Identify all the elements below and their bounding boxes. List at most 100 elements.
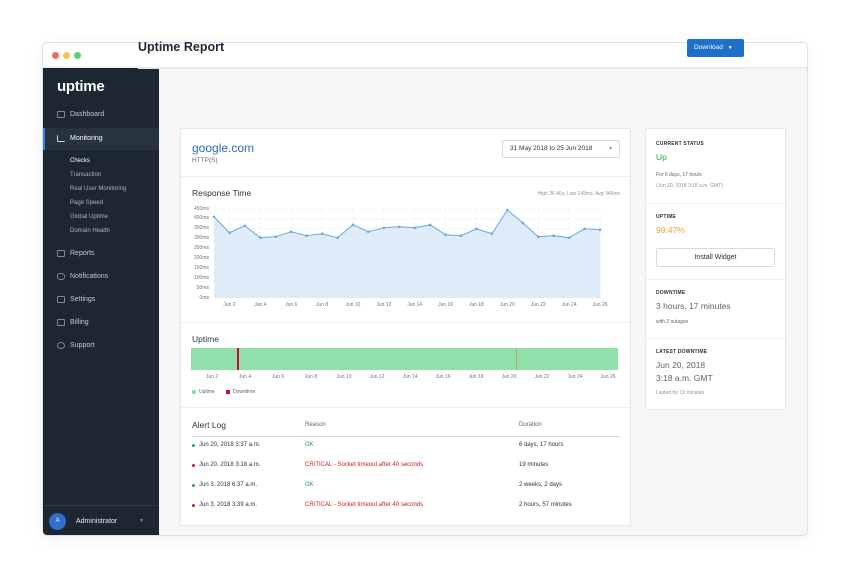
uptime-label: UPTIME: [656, 214, 677, 220]
subnav-item-rum[interactable]: Real User Monitoring: [70, 186, 127, 192]
subnav-item-checks[interactable]: Checks: [70, 158, 91, 164]
legend-downtime-label: Downtime: [233, 389, 256, 395]
latest-downtime-duration: Lasted for 19 minutes: [656, 390, 705, 396]
uptime-x-tick-label: Jun 2: [205, 374, 219, 380]
sidebar-item-settings[interactable]: Settings: [43, 289, 159, 311]
alert-duration: 2 hours, 57 minutes: [519, 502, 572, 508]
sidebar-item-reports[interactable]: Reports: [43, 243, 159, 265]
sidebar-item-support[interactable]: Support: [43, 335, 159, 357]
response-time-stats: High 36.46s, Low 145ms, Avg 345ms: [537, 191, 620, 197]
downtime-marker[interactable]: [236, 348, 239, 370]
reports-icon: [57, 250, 65, 257]
sidebar-item-label: Billing: [70, 319, 89, 326]
data-point[interactable]: [444, 233, 447, 237]
minimize-window-button[interactable]: [63, 52, 70, 59]
uptime-x-tick-label: Jun 6: [271, 374, 285, 380]
data-point[interactable]: [521, 221, 525, 225]
header-divider: [138, 68, 744, 69]
response-time-area: [214, 209, 600, 298]
close-window-button[interactable]: [52, 52, 59, 59]
latest-downtime-date: Jun 20, 2018: [656, 360, 706, 370]
report-card: google.com HTTP(S) 31 May 2018 to 25 Jun…: [180, 128, 632, 526]
data-point[interactable]: [351, 223, 355, 227]
alert-log-title: Alert Log: [192, 420, 227, 430]
alert-reason: OK: [305, 482, 314, 488]
maximize-window-button[interactable]: [74, 52, 81, 59]
data-point[interactable]: [259, 236, 262, 239]
sidebar-item-billing[interactable]: Billing: [43, 312, 159, 334]
uptime-x-tick-label: Jun 12: [369, 374, 385, 380]
uptime-x-tick-label: Jun 26: [600, 374, 616, 380]
download-button[interactable]: Download ▼: [687, 39, 744, 57]
current-status-label: CURRENT STATUS: [656, 141, 704, 147]
downtime-marker[interactable]: [516, 348, 518, 370]
uptime-x-tick-label: Jun 14: [402, 374, 418, 380]
data-point[interactable]: [583, 227, 586, 231]
data-point[interactable]: [336, 236, 339, 239]
status-dot: [192, 504, 195, 507]
data-point[interactable]: [490, 232, 494, 236]
current-status-duration: For 6 days, 17 hours: [656, 172, 702, 178]
subnav-item-domain-health[interactable]: Domain Health: [70, 228, 110, 234]
subnav-item-page-speed[interactable]: Page Speed: [70, 200, 104, 206]
caret-down-icon: ▼: [727, 45, 733, 51]
section-divider: [181, 176, 632, 177]
data-point[interactable]: [506, 208, 509, 212]
subnav-item-transaction[interactable]: Transaction: [70, 172, 102, 178]
x-tick-label: Jun 6: [285, 302, 298, 308]
sidebar-item-monitoring[interactable]: Monitoring: [43, 128, 159, 150]
sidebar-item-notifications[interactable]: Notifications: [43, 266, 159, 288]
data-point[interactable]: [397, 225, 401, 229]
response-time-chart: [212, 208, 602, 299]
sidebar-item-dashboard[interactable]: Dashboard: [43, 104, 159, 126]
data-point[interactable]: [459, 234, 463, 237]
x-tick-label: Jun 20: [499, 302, 515, 308]
data-point[interactable]: [552, 234, 555, 237]
data-point[interactable]: [320, 232, 324, 236]
uptime-bar: [191, 348, 618, 370]
uptime-x-tick-label: Jun 24: [567, 374, 583, 380]
data-point[interactable]: [212, 215, 216, 219]
current-status-value: Up: [656, 152, 667, 162]
data-point[interactable]: [567, 236, 571, 239]
x-tick-label: Jun 8: [315, 302, 329, 308]
subnav-item-global-uptime[interactable]: Global Uptime: [70, 214, 109, 220]
data-point[interactable]: [428, 223, 432, 227]
sidebar: uptime Dashboard Monitoring Checks Trans…: [43, 68, 159, 535]
data-point[interactable]: [305, 234, 308, 237]
uptime-title: Uptime: [192, 334, 219, 344]
data-point[interactable]: [243, 224, 247, 228]
check-name[interactable]: google.com: [192, 141, 255, 155]
section-divider: [181, 407, 632, 408]
data-point[interactable]: [274, 235, 278, 238]
uptime-x-tick-label: Jun 10: [336, 374, 352, 380]
x-tick-label: Jun 14: [407, 302, 423, 308]
data-point[interactable]: [475, 227, 478, 231]
x-tick-label: Jun 4: [254, 302, 267, 308]
alert-reason: OK: [305, 442, 314, 448]
date-range-value: 31 May 2018 to 25 Jun 2018: [510, 145, 593, 152]
dashboard-icon: [57, 111, 65, 118]
app-logo[interactable]: uptime: [57, 78, 105, 95]
uptime-x-tick-label: Jun 16: [435, 374, 451, 380]
data-point[interactable]: [536, 235, 540, 238]
credit-card-icon: [57, 319, 65, 326]
user-menu[interactable]: A Administrator ▼: [43, 505, 159, 535]
status-divider: [646, 338, 786, 339]
data-point[interactable]: [382, 226, 386, 230]
install-widget-button[interactable]: Install Widget: [656, 248, 775, 267]
legend-uptime-label: Uptime: [199, 389, 215, 395]
data-point[interactable]: [367, 230, 370, 234]
uptime-percentage: 99.47%: [656, 225, 685, 235]
uptime-x-tick-label: Jun 18: [468, 374, 484, 380]
data-point[interactable]: [228, 231, 231, 235]
download-label: Download: [694, 44, 723, 51]
alert-reason: CRITICAL - Socket timeout after 40 secon…: [305, 462, 424, 468]
date-range-select[interactable]: 31 May 2018 to 25 Jun 2018 ▼: [502, 140, 620, 158]
column-header-reason: Reason: [305, 422, 326, 428]
sidebar-item-label: Monitoring: [70, 135, 103, 142]
data-point[interactable]: [598, 228, 602, 232]
data-point[interactable]: [289, 230, 293, 234]
legend-uptime-swatch: [192, 390, 196, 394]
data-point[interactable]: [413, 226, 417, 230]
